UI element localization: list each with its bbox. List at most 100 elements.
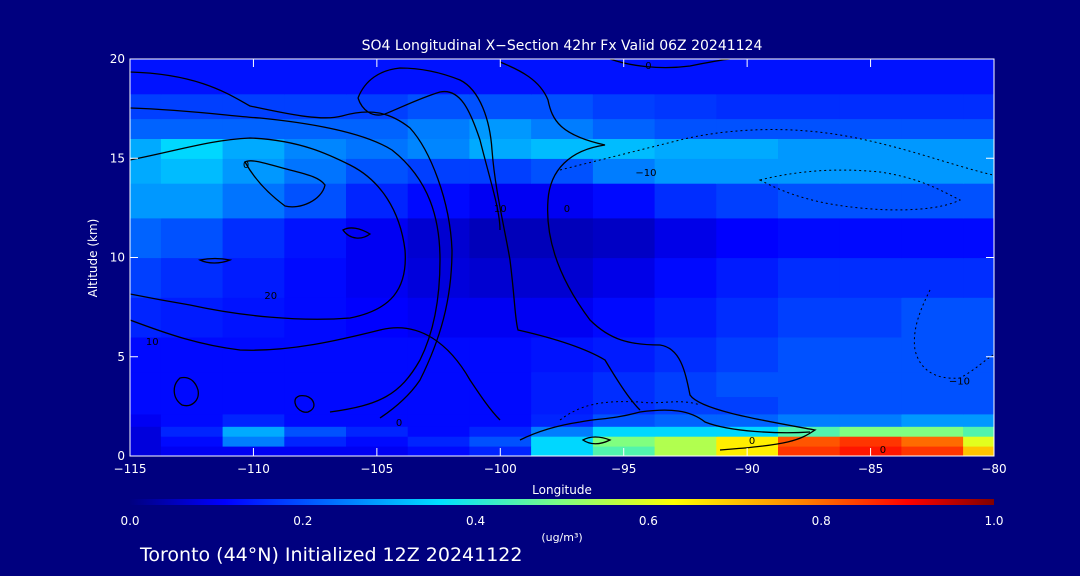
heatmap-cell <box>160 426 224 437</box>
heatmap-cell <box>222 426 285 437</box>
heatmap-cell <box>901 158 964 184</box>
heatmap-cell <box>160 446 224 456</box>
heatmap-cell <box>839 297 902 338</box>
heatmap-cell <box>654 183 717 219</box>
heatmap-cell <box>654 336 717 373</box>
heatmap-cell <box>160 118 224 139</box>
heatmap-cell <box>407 436 470 447</box>
heatmap-cell <box>469 257 532 298</box>
heatmap-cell <box>839 93 902 120</box>
heatmap-cell <box>716 413 779 427</box>
heatmap-cell <box>407 426 470 437</box>
heatmap-cell <box>160 371 224 397</box>
heatmap-cell <box>901 371 964 397</box>
heatmap-cell <box>284 413 347 427</box>
heatmap-cell <box>778 446 841 456</box>
heatmap-cell <box>963 183 994 219</box>
heatmap-cell <box>284 257 347 298</box>
heatmap-cell <box>716 93 779 120</box>
chart-title: SO4 Longitudinal X−Section 42hr Fx Valid… <box>362 38 763 54</box>
x-tick-label: −95 <box>611 462 636 476</box>
heatmap-cell <box>592 297 656 338</box>
heatmap-cell <box>592 336 656 373</box>
heatmap-cell <box>222 138 285 159</box>
heatmap-cell <box>222 396 285 415</box>
heatmap-cell <box>839 138 902 159</box>
x-axis: −115 −110 −105 −100 −95 −90 −85 −80 <box>114 59 1007 476</box>
heatmap-cell <box>901 93 964 120</box>
heatmap-cell <box>160 336 224 373</box>
heatmap-cell <box>130 436 162 447</box>
heatmap-cell <box>284 371 347 397</box>
heatmap-cell <box>160 257 224 298</box>
heatmap-cell <box>592 183 656 219</box>
contour-label: 0 <box>564 204 570 215</box>
colorbar-tick-label: 0.0 <box>120 514 139 528</box>
heatmap-cell <box>654 413 717 427</box>
x-tick-label: −105 <box>360 462 393 476</box>
contour-line <box>244 160 326 208</box>
heatmap-cell <box>716 426 779 437</box>
y-tick-label: 10 <box>110 251 125 265</box>
heatmap-cell <box>130 138 162 159</box>
heatmap-cell <box>346 371 409 397</box>
heatmap-cell <box>778 257 841 298</box>
heatmap-cell <box>778 371 841 397</box>
heatmap-cell <box>346 426 409 437</box>
contour-line <box>130 319 501 421</box>
heatmap-cell <box>654 426 717 437</box>
heatmap-cell <box>160 396 224 415</box>
heatmap-cell <box>963 217 994 259</box>
heatmap-cell <box>346 396 409 415</box>
heatmap-cell <box>222 118 285 139</box>
heatmap-cell <box>531 371 594 397</box>
heatmap-cell <box>130 257 162 298</box>
heatmap-cell <box>963 446 994 456</box>
heatmap-cell <box>654 93 717 120</box>
heatmap-cell <box>592 93 656 120</box>
colorbar-tick-label: 0.6 <box>639 514 658 528</box>
heatmap-cell <box>130 371 162 397</box>
heatmap-cell <box>531 183 594 219</box>
heatmap-cell <box>778 183 841 219</box>
heatmap-cell <box>469 158 532 184</box>
heatmap-cell <box>346 118 409 139</box>
heatmap-cell <box>592 371 656 397</box>
heatmap-cell <box>901 436 964 447</box>
x-axis-label: Longitude <box>532 483 592 497</box>
contour-label: 0 <box>645 61 651 72</box>
heatmap-cell <box>963 396 994 415</box>
heatmap-cell <box>160 413 224 427</box>
plot-area: 0 10 0 20 10 0 −10 −10 0 0 0 <box>129 58 995 457</box>
heatmap-cell <box>716 118 779 139</box>
x-tick-label: −80 <box>981 462 1006 476</box>
x-tick-label: −115 <box>114 462 147 476</box>
heatmap-cell <box>469 413 532 427</box>
heatmap-cell <box>284 436 347 447</box>
heatmap-cell <box>469 396 532 415</box>
heatmap-cell <box>716 436 779 447</box>
heatmap-cell <box>407 158 470 184</box>
contour-line <box>342 227 372 239</box>
colorbar-tick-label: 0.2 <box>293 514 312 528</box>
heatmap-cell <box>716 396 779 415</box>
heatmap-cell <box>654 138 717 159</box>
contour-line <box>198 257 233 264</box>
heatmap-cell <box>160 297 224 338</box>
heatmap-cell <box>901 118 964 139</box>
contour-label: 0 <box>243 160 249 171</box>
heatmap-cell <box>407 446 470 456</box>
heatmap-cell <box>531 158 594 184</box>
y-tick-label: 20 <box>110 52 125 66</box>
heatmap-cell <box>901 59 964 95</box>
negative-contour-lines <box>559 129 994 421</box>
heatmap-cell <box>716 257 779 298</box>
heatmap-cell <box>778 93 841 120</box>
contour-label: 10 <box>494 204 507 215</box>
heatmap-cell <box>469 93 532 120</box>
heatmap-cell <box>407 59 470 95</box>
contour-lines <box>130 59 817 451</box>
contour-line <box>357 67 641 411</box>
colorbar-tick-label: 0.8 <box>812 514 831 528</box>
heatmap-cell <box>469 217 532 259</box>
